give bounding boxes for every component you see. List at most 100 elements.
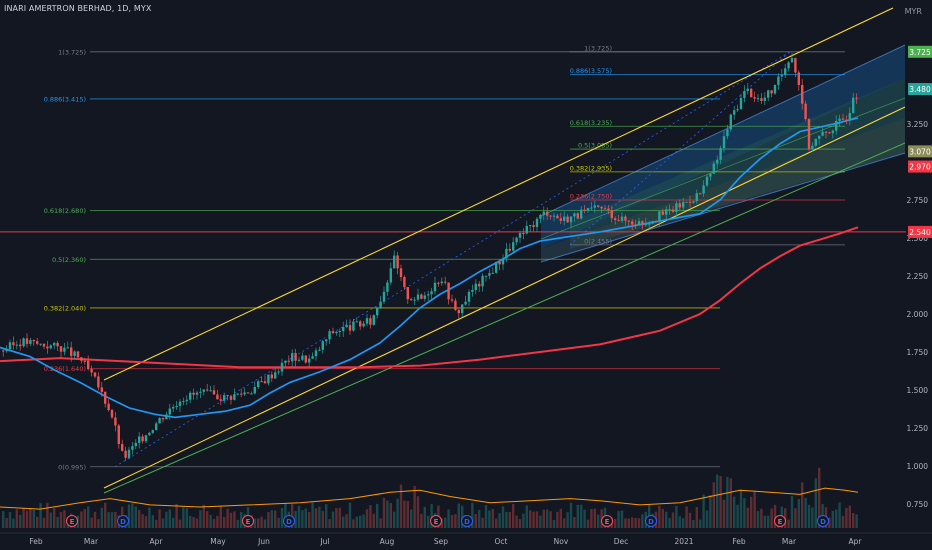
volume-bar — [447, 509, 450, 528]
candle-body — [250, 393, 253, 395]
volume-bar — [104, 502, 107, 528]
price-tag — [908, 160, 932, 173]
x-tick-label: Apr — [849, 537, 863, 546]
volume-bar — [440, 518, 443, 528]
candle-body — [631, 221, 634, 225]
volume-bar — [743, 498, 746, 528]
volume-bar — [692, 519, 695, 528]
volume-bar — [804, 497, 807, 528]
volume-bar — [750, 496, 753, 528]
candle-body — [63, 347, 66, 352]
volume-bar — [297, 505, 301, 528]
volume-bar — [206, 511, 209, 528]
candle-body — [226, 395, 229, 397]
candle-body — [158, 417, 161, 424]
volume-bar — [396, 498, 399, 528]
volume-bar — [15, 509, 18, 528]
candle-body — [338, 331, 341, 333]
candle-body — [760, 98, 763, 101]
price-tag — [908, 225, 932, 238]
volume-bar — [386, 500, 389, 528]
fib-label-right: 0(2.455) — [584, 237, 612, 245]
candle-body — [685, 201, 688, 203]
candle-body — [586, 208, 590, 211]
candle-body — [274, 372, 277, 379]
candle-body — [484, 275, 488, 277]
candle-body — [787, 62, 790, 69]
volume-bar — [716, 474, 719, 528]
candle-body — [175, 405, 178, 407]
candle-body — [301, 355, 304, 360]
y-tick-label: 2.750 — [907, 196, 929, 205]
candle-body — [821, 131, 824, 136]
fib-label-right: 0.886(3.575) — [570, 67, 612, 75]
volume-bar — [549, 511, 552, 528]
candle-body — [753, 97, 756, 99]
candle-body — [355, 321, 358, 323]
volume-bar — [127, 504, 131, 528]
candle-body — [59, 346, 63, 352]
volume-bar — [746, 507, 749, 528]
candle-body — [53, 342, 56, 346]
volume-bar — [709, 494, 712, 528]
candle-body — [668, 209, 671, 211]
volume-bar — [267, 512, 270, 528]
candle-body — [141, 436, 144, 442]
candle-body — [508, 248, 511, 251]
fib-diagonal-right — [569, 51, 791, 246]
candle-body — [600, 206, 603, 209]
candle-body — [495, 261, 498, 273]
price-tag-label: 3.070 — [909, 147, 931, 156]
candle-body — [362, 323, 365, 327]
volume-bar — [369, 505, 372, 528]
volume-bar — [665, 511, 668, 528]
x-tick-label: Dec — [614, 537, 629, 546]
candle-body — [236, 393, 239, 395]
candle-body — [576, 213, 579, 219]
candle-body — [529, 225, 532, 227]
volume-bar — [63, 510, 66, 528]
volume-bar — [192, 516, 195, 528]
candle-body — [831, 130, 834, 134]
volume-bar — [410, 509, 413, 528]
candle-body — [807, 119, 811, 149]
candle-body — [206, 389, 209, 391]
candle-body — [15, 344, 18, 346]
candle-body — [257, 381, 260, 388]
candle-body — [756, 98, 760, 100]
volume-bar — [546, 509, 549, 528]
candle-body — [12, 342, 15, 346]
candle-body — [651, 221, 654, 224]
candle-body — [267, 374, 270, 384]
volume-bar — [671, 512, 675, 528]
volume-bar — [308, 512, 311, 528]
volume-bar — [841, 515, 845, 528]
volume-bar — [59, 511, 63, 528]
candle-body — [569, 216, 573, 223]
candle-body — [549, 215, 552, 217]
volume-bar — [641, 514, 644, 528]
event-marker-label: E — [605, 518, 610, 526]
candle-body — [90, 369, 93, 373]
fib-label-left: 0.382(2.040) — [44, 304, 86, 312]
volume-bar — [794, 508, 797, 528]
volume-bar — [90, 517, 93, 528]
candle-body — [406, 287, 409, 300]
candle-body — [532, 225, 535, 228]
volume-bar — [80, 511, 83, 528]
volume-bar — [705, 510, 709, 528]
volume-bar — [209, 514, 212, 528]
candle-body — [474, 283, 477, 290]
volume-bar — [144, 516, 148, 528]
candle-body — [427, 294, 430, 296]
volume-bar — [586, 519, 590, 528]
volume-bar — [29, 507, 32, 528]
price-tags: 3.725 3.480 3.070 2.970 2.540 — [908, 45, 932, 238]
candle-body — [729, 114, 732, 130]
candle-body — [393, 255, 396, 269]
volume-bar — [580, 504, 583, 528]
volume-bar — [42, 517, 46, 528]
candle-body — [25, 338, 29, 344]
fib-label-right: 0.382(2.935) — [570, 164, 612, 172]
